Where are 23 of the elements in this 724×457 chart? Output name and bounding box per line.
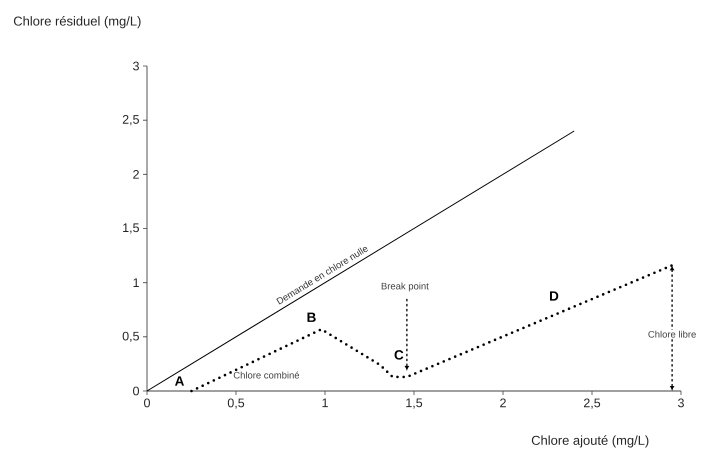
y-tick-label: 2,5 [122,115,139,126]
annotation: Chlore libre [648,330,696,338]
y-tick-label: 2 [133,170,139,179]
x-tick-label: 2 [500,398,506,408]
x-tick-label: 1 [322,398,328,408]
y-tick-label: 1,5 [123,223,139,234]
y-tick-label: 0 [133,386,140,396]
y-tick-label: 1 [134,278,139,287]
x-tick-label: 0,5 [228,398,244,409]
annotation: B [307,312,316,322]
annotation: A [174,376,184,386]
x-tick-label: 1,5 [406,398,422,409]
annotation: Break point [382,282,429,292]
y-tick-label: 0,5 [122,332,139,342]
x-axis-title: Chlore ajouté (mg/L) [532,435,648,448]
x-tick-label: 0 [144,398,150,408]
annotation: C [394,350,404,360]
y-axis-title: Chlore résiduel (mg/L) [14,16,141,28]
x-tick-label: 3 [678,398,684,408]
x-tick-label: 2,5 [584,398,600,409]
annotation: Chlore combiné [234,371,300,379]
y-tick-label: 3 [133,62,139,70]
annotation: D [550,291,558,301]
